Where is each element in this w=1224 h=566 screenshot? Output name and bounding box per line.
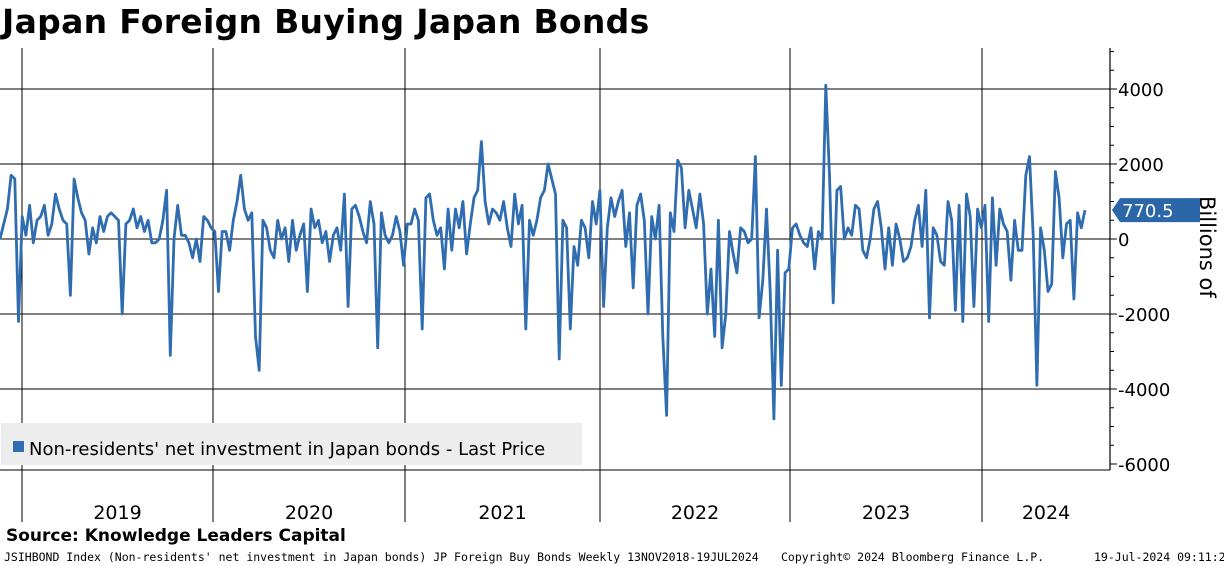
- last-price-label: 770.5: [1122, 201, 1174, 222]
- x-tick-label: 2019: [93, 502, 141, 524]
- x-axis: 2019 2020 2021 2022 2023 2024: [21, 470, 1070, 524]
- legend-swatch: [13, 441, 24, 452]
- x-tick-label: 2024: [1022, 502, 1070, 524]
- y-tick-label: -6000: [1118, 455, 1170, 476]
- legend-label: Non-residents' net investment in Japan b…: [29, 439, 545, 460]
- timestamp: 19-Jul-2024 09:11:25: [1094, 550, 1224, 564]
- copyright: Copyright© 2024 Bloomberg Finance L.P.: [781, 550, 1045, 564]
- legend-box: [1, 423, 582, 465]
- y-tick-label: 0: [1118, 230, 1129, 251]
- x-tick-label: 2022: [671, 502, 719, 524]
- series-line: [0, 83, 1087, 421]
- y-tick-label: 2000: [1118, 155, 1164, 176]
- source-note: Source: Knowledge Leaders Capital: [6, 526, 346, 546]
- x-tick-label: 2020: [285, 502, 333, 524]
- y-axis: 4000 2000 0 -2000 -4000 -6000: [0, 48, 1170, 476]
- x-tick-label: 2023: [862, 502, 910, 524]
- x-tick-label: 2021: [478, 502, 526, 524]
- y-tick-label: -2000: [1118, 305, 1170, 326]
- series-description: JSIHBOND Index (Non-residents' net inves…: [4, 550, 759, 564]
- chart-title: Japan Foreign Buying Japan Bonds: [2, 2, 650, 41]
- last-price-marker: [1112, 198, 1200, 223]
- y-axis-label: Billions of: [1195, 196, 1219, 298]
- y-tick-label: -4000: [1118, 380, 1170, 401]
- y-tick-label: 4000: [1118, 80, 1164, 101]
- last-price-tag: 770.5: [1112, 198, 1200, 223]
